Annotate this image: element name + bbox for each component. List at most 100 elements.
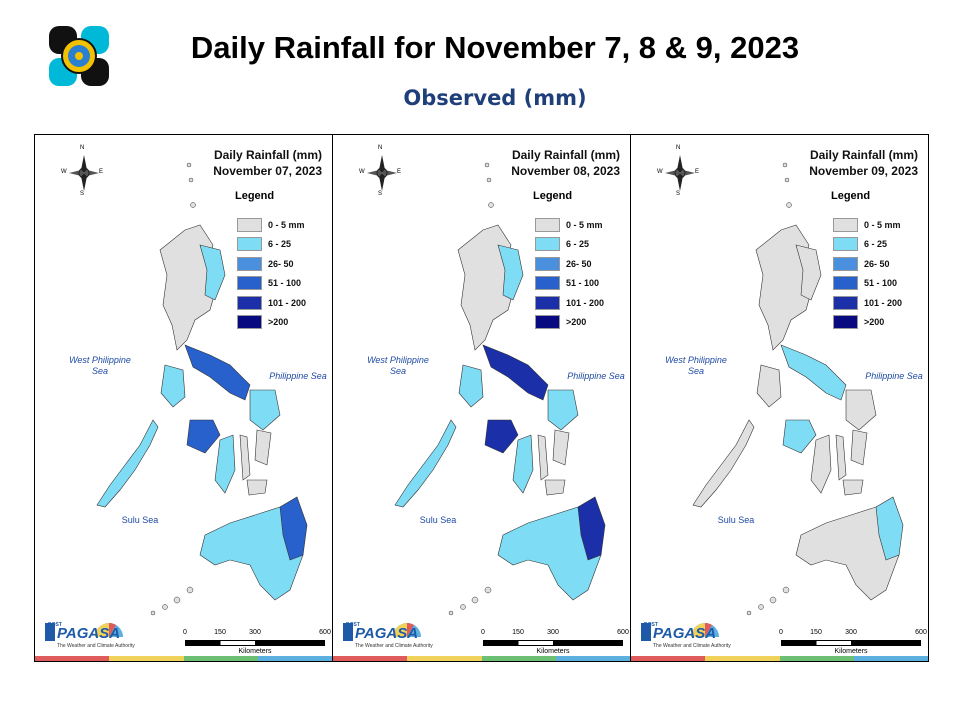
scale-line [185,640,325,646]
scale-tick: 150 [214,629,226,636]
page-title: Daily Rainfall for November 7, 8 & 9, 20… [190,30,800,65]
sulu-sea-label: Sulu Sea [121,515,159,525]
brand-name: PAGASA [57,625,121,642]
legend-item: 6 - 25 [833,235,902,255]
scale-tick: 300 [547,629,559,636]
legend-swatch [535,237,560,252]
legend-item: 26- 50 [237,254,306,274]
scale-tick: 150 [810,629,822,636]
philippines-map [96,162,308,616]
compass-e-label: E [695,169,700,175]
legend-item: 0 - 5 mm [535,215,604,235]
compass-w-label: W [359,169,365,175]
scale-tick: 300 [845,629,857,636]
legend-swatch [237,217,262,232]
panel-title: Daily Rainfall (mm) November 08, 2023 [511,147,620,179]
legend-item: 101 - 200 [833,293,902,313]
compass-s-label: S [676,191,681,197]
brand-name: PAGASA [355,625,419,642]
panel-heading: Daily Rainfall (mm) [809,148,918,162]
compass-e-label: E [397,169,402,175]
panel-date: November 09, 2023 [809,164,918,178]
legend-label: 0 - 5 mm [864,219,901,230]
legend-swatch [535,217,560,232]
legend-item: 26- 50 [833,254,902,274]
map-panel: N S W E Daily Rainfall (mm) November 08,… [332,135,630,661]
philippines-map [692,162,904,616]
legend-swatch [237,237,262,252]
maps-container: N S W E Daily Rainfall (mm) November 07,… [34,134,929,662]
legend-label: 51 - 100 [864,278,898,289]
stripe-segment [853,656,928,661]
legend-label: >200 [268,317,289,328]
legend-label: 101 - 200 [864,297,903,308]
philippine-sea-label: Philippine Sea [865,371,923,381]
scale-tick: 600 [915,629,927,636]
philippine-sea-label: Philippine Sea [269,371,327,381]
scale-bar: 0 150 300 600 Kilometers [481,629,629,655]
legend-item: >200 [833,313,902,333]
brand-name: PAGASA [653,625,717,642]
legend-swatch [237,295,262,310]
legend-item: 51 - 100 [833,274,902,294]
brand-tagline: The Weather and Climate Authority [355,643,433,649]
stripe-segment [705,656,780,661]
stripe-segment [631,656,706,661]
legend-item: 0 - 5 mm [833,215,902,235]
legend: 0 - 5 mm 6 - 25 26- 50 51 - 100 101 - 200 >20… [833,215,902,332]
pagasa-logo [47,24,111,88]
compass-s-label: S [378,191,383,197]
compass-e-label: E [99,169,104,175]
panel-title: Daily Rainfall (mm) November 09, 2023 [809,147,918,179]
brand-prefix: DOST [346,622,360,628]
legend-label: >200 [864,317,885,328]
compass-rose-icon [665,155,695,191]
stripe-segment [333,656,408,661]
philippine-sea-label: Philippine Sea [567,371,625,381]
color-stripe [35,656,332,661]
legend-swatch [535,315,560,330]
brand-prefix: DOST [644,622,658,628]
scale-ticks: 0 150 300 600 [183,629,331,640]
legend-swatch [833,276,858,291]
map-panel: N S W E Daily Rainfall (mm) November 07,… [35,135,332,661]
pagasa-brand-logo [343,623,421,641]
legend-swatch [535,295,560,310]
legend-label: 6 - 25 [268,239,292,250]
scale-tick: 0 [183,629,187,636]
brand-tagline: The Weather and Climate Authority [57,643,135,649]
west-philippine-sea-label: West Philippine Sea [69,355,131,376]
legend-swatch [833,295,858,310]
brand-tagline: The Weather and Climate Authority [653,643,731,649]
legend-label: 0 - 5 mm [268,219,305,230]
legend-label: 0 - 5 mm [566,219,603,230]
legend-title: Legend [533,190,573,202]
legend-label: 26- 50 [268,258,294,269]
legend-label: 26- 50 [864,258,890,269]
compass-s-label: S [80,191,85,197]
legend-item: 51 - 100 [535,274,604,294]
scale-unit: Kilometers [238,648,272,655]
legend-label: >200 [566,317,587,328]
legend-label: 101 - 200 [268,297,307,308]
scale-unit: Kilometers [536,648,570,655]
west-philippine-sea-label: West Philippine Sea [665,355,727,376]
color-stripe [631,656,928,661]
legend-label: 6 - 25 [566,239,590,250]
legend: 0 - 5 mm 6 - 25 26- 50 51 - 100 101 - 200 >20… [237,215,306,332]
legend-swatch [833,237,858,252]
map-panel: N S W E Daily Rainfall (mm) November 09,… [630,135,928,661]
legend-swatch [535,276,560,291]
legend-item: 26- 50 [535,254,604,274]
legend-label: 6 - 25 [864,239,888,250]
legend-item: >200 [535,313,604,333]
scale-tick: 0 [779,629,783,636]
legend-item: 0 - 5 mm [237,215,306,235]
compass-w-label: W [61,169,67,175]
panel-heading: Daily Rainfall (mm) [511,148,620,162]
panel-title: Daily Rainfall (mm) November 07, 2023 [213,147,322,179]
legend-label: 101 - 200 [566,297,605,308]
legend-item: >200 [237,313,306,333]
scale-bar: 0 150 300 600 Kilometers [779,629,927,655]
legend-swatch [833,256,858,271]
